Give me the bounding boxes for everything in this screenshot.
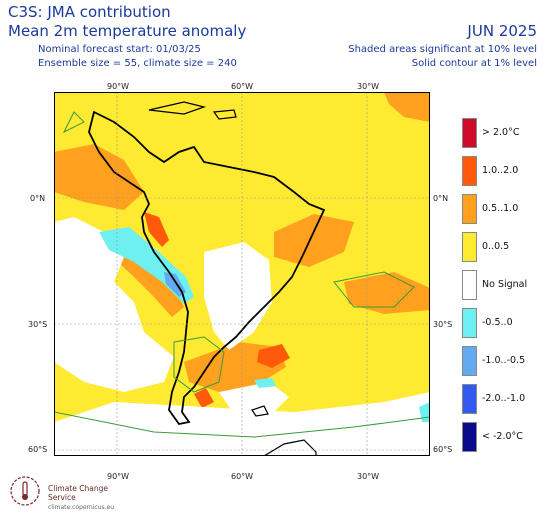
legend: > 2.0°C 1.0..2.0 0.5..1.0 0..0.5 No Sign… [462,118,542,458]
significance-contour-1 [173,336,225,393]
legend-label-m1tom05: -1.0..-0.5 [482,355,526,366]
significance-contour-4 [62,111,85,134]
falklands-outline [251,405,269,417]
graticule [54,92,430,456]
copernicus-logo: Climate Change Service climate.copernicu… [8,474,208,518]
lat-label-left-60s: 60°S [28,445,48,454]
legend-item-1to2: 1.0..2.0 [462,156,542,188]
orange-north-atlantic [384,92,430,122]
legend-swatch-0to05 [462,232,477,262]
lon-label-bottom-30w: 30°W [357,472,380,481]
red-patagonia-spot [194,388,214,408]
legend-swatch-m2tom1 [462,384,477,414]
legend-item-ltm2: < -2.0°C [462,422,542,454]
legend-label-m2tom1: -2.0..-1.0 [482,393,526,404]
legend-item-m2tom1: -2.0..-1.0 [462,384,542,416]
lon-label-bottom-60w: 60°W [231,472,254,481]
title-line-2: Mean 2m temperature anomaly [8,22,247,40]
lon-label-top-30w: 30°W [357,82,380,91]
red-south-atlantic-spot [257,344,290,368]
cyan-small-spot [254,378,276,388]
title-line-1: C3S: JMA contribution [8,3,171,21]
lon-label-top-90w: 90°W [107,82,130,91]
cuba-outline [148,101,207,115]
lat-label-right-30s: 30°S [433,320,453,329]
lat-label-left-0n: 0°N [30,194,46,203]
significance-contour-3 [54,411,430,438]
copernicus-logo-icon [10,476,40,506]
legend-swatch-ltm2 [462,422,477,452]
legend-item-m05to0: -0.5..0 [462,308,542,340]
legend-label-gt2: > 2.0°C [482,127,520,138]
red-peru-spot [144,212,169,247]
significance-note-1: Shaded areas significant at 10% level [348,44,537,55]
anomaly-map-svg [54,92,430,456]
significance-note-2: Solid contour at 1% level [411,58,537,69]
legend-label-1to2: 1.0..2.0 [482,165,519,176]
white-pacific-region [54,217,174,392]
white-falkland-area [219,382,289,417]
south-america-coastline [88,110,326,425]
legend-label-nosignal: No Signal [482,279,528,290]
antarctic-peninsula-outline [262,439,317,456]
legend-label-m05to0: -0.5..0 [482,317,513,328]
forecast-start-text: Nominal forecast start: 01/03/25 [38,44,201,55]
legend-swatch-gt2 [462,118,477,148]
legend-label-0to05: 0..0.5 [482,241,510,252]
legend-item-gt2: > 2.0°C [462,118,542,150]
lat-label-left-30s: 30°S [28,320,48,329]
lon-label-bottom-90w: 90°W [107,472,130,481]
logo-url: climate.copernicus.eu [48,504,115,511]
legend-swatch-nosignal [462,270,477,300]
white-argentina-region [204,242,272,350]
lat-label-right-60s: 60°S [433,445,453,454]
legend-label-ltm2: < -2.0°C [482,431,523,442]
logo-service-name: Climate Change Service [48,484,108,502]
anomaly-map [54,92,430,456]
lat-label-right-0n: 0°N [433,194,449,203]
legend-item-0to05: 0..0.5 [462,232,542,264]
map-frame [54,92,430,456]
legend-item-m1tom05: -1.0..-0.5 [462,346,542,378]
legend-swatch-1to2 [462,156,477,186]
orange-south-atlantic [344,272,430,314]
orange-east-pacific [54,144,144,210]
legend-swatch-m1tom05 [462,346,477,376]
legend-item-05to1: 0.5..1.0 [462,194,542,226]
legend-item-nosignal: No Signal [462,270,542,302]
significance-contour-2 [333,271,415,308]
legend-swatch-05to1 [462,194,477,224]
lon-label-top-60w: 60°W [231,82,254,91]
orange-brazil-coast [274,214,354,267]
hispaniola-outline [212,109,237,120]
legend-label-05to1: 0.5..1.0 [482,203,519,214]
ensemble-size-text: Ensemble size = 55, climate size = 240 [38,58,237,69]
legend-swatch-m05to0 [462,308,477,338]
forecast-month: JUN 2025 [467,22,537,40]
